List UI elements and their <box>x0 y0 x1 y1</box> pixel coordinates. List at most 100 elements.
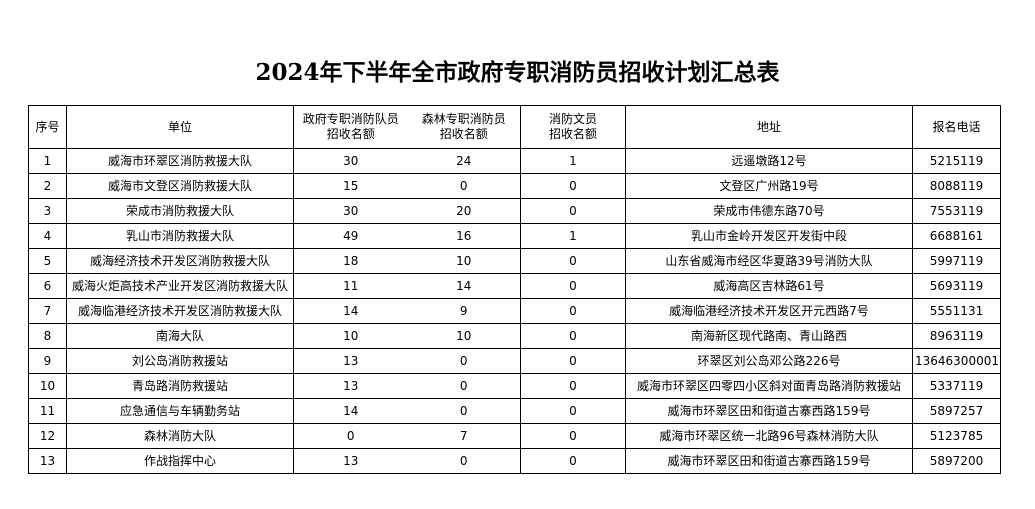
table-row: 2 威海市文登区消防救援大队 15 0 0 文登区广州路19号 8088119 <box>28 173 1001 199</box>
cell-forest-quota: 9 <box>407 298 521 324</box>
cell-clerk-quota: 1 <box>520 223 626 249</box>
cell-address: 威海市环翠区田和街道古寨西路159号 <box>625 398 913 424</box>
cell-address: 威海市环翠区统一北路96号森林消防大队 <box>625 423 913 449</box>
cell-unit: 威海临港经济技术开发区消防救援大队 <box>66 298 294 324</box>
cell-forest-quota: 16 <box>407 223 521 249</box>
cell-unit: 森林消防大队 <box>66 423 294 449</box>
header-address: 地址 <box>625 105 913 149</box>
cell-address: 威海市环翠区四零四小区斜对面青岛路消防救援站 <box>625 373 913 399</box>
cell-clerk-quota: 0 <box>520 248 626 274</box>
cell-gov-quota: 14 <box>293 298 408 324</box>
cell-address: 山东省威海市经区华夏路39号消防大队 <box>625 248 913 274</box>
cell-gov-quota: 10 <box>293 323 408 349</box>
cell-serial: 11 <box>28 398 67 424</box>
cell-unit: 威海经济技术开发区消防救援大队 <box>66 248 294 274</box>
cell-forest-quota: 0 <box>407 173 521 199</box>
cell-phone: 5997119 <box>912 248 1001 274</box>
cell-gov-quota: 0 <box>293 423 408 449</box>
cell-clerk-quota: 0 <box>520 373 626 399</box>
cell-gov-quota: 11 <box>293 273 408 299</box>
table-header-row: 序号 单位 政府专职消防队员 招收名额 森林专职消防员 招收名额 消防文员 招收… <box>28 105 1001 149</box>
cell-clerk-quota: 0 <box>520 298 626 324</box>
cell-serial: 6 <box>28 273 67 299</box>
cell-unit: 青岛路消防救援站 <box>66 373 294 399</box>
table-row: 10 青岛路消防救援站 13 0 0 威海市环翠区四零四小区斜对面青岛路消防救援… <box>28 373 1001 399</box>
cell-clerk-quota: 0 <box>520 273 626 299</box>
cell-address: 威海市环翠区田和街道古寨西路159号 <box>625 448 913 474</box>
cell-clerk-quota: 0 <box>520 423 626 449</box>
cell-gov-quota: 30 <box>293 198 408 224</box>
table-row: 13 作战指挥中心 13 0 0 威海市环翠区田和街道古寨西路159号 5897… <box>28 448 1001 474</box>
cell-gov-quota: 30 <box>293 148 408 174</box>
cell-address: 威海高区吉林路61号 <box>625 273 913 299</box>
cell-gov-quota: 15 <box>293 173 408 199</box>
cell-phone: 5123785 <box>912 423 1001 449</box>
header-forest-quota: 森林专职消防员 招收名额 <box>407 105 521 149</box>
cell-serial: 1 <box>28 148 67 174</box>
table-row: 1 威海市环翠区消防救援大队 30 24 1 远遥墩路12号 5215119 <box>28 148 1001 174</box>
cell-clerk-quota: 0 <box>520 348 626 374</box>
table-row: 5 威海经济技术开发区消防救援大队 18 10 0 山东省威海市经区华夏路39号… <box>28 248 1001 274</box>
cell-phone: 13646300001 <box>912 348 1001 374</box>
cell-phone: 5337119 <box>912 373 1001 399</box>
header-serial: 序号 <box>28 105 67 149</box>
header-phone: 报名电话 <box>912 105 1001 149</box>
cell-clerk-quota: 1 <box>520 148 626 174</box>
cell-unit: 南海大队 <box>66 323 294 349</box>
cell-phone: 8088119 <box>912 173 1001 199</box>
page-title: 2024年下半年全市政府专职消防员招收计划汇总表 <box>255 59 780 86</box>
cell-gov-quota: 13 <box>293 448 408 474</box>
cell-clerk-quota: 0 <box>520 448 626 474</box>
cell-forest-quota: 7 <box>407 423 521 449</box>
cell-forest-quota: 14 <box>407 273 521 299</box>
cell-clerk-quota: 0 <box>520 398 626 424</box>
recruitment-table: 序号 单位 政府专职消防队员 招收名额 森林专职消防员 招收名额 消防文员 招收… <box>28 105 1001 474</box>
cell-serial: 8 <box>28 323 67 349</box>
table-row: 3 荣成市消防救援大队 30 20 0 荣成市伟德东路70号 7553119 <box>28 198 1001 224</box>
cell-serial: 7 <box>28 298 67 324</box>
cell-phone: 5897257 <box>912 398 1001 424</box>
cell-address: 环翠区刘公岛邓公路226号 <box>625 348 913 374</box>
table-row: 7 威海临港经济技术开发区消防救援大队 14 9 0 威海临港经济技术开发区开元… <box>28 298 1001 324</box>
cell-clerk-quota: 0 <box>520 198 626 224</box>
cell-gov-quota: 14 <box>293 398 408 424</box>
cell-unit: 应急通信与车辆勤务站 <box>66 398 294 424</box>
cell-serial: 9 <box>28 348 67 374</box>
cell-serial: 5 <box>28 248 67 274</box>
cell-unit: 作战指挥中心 <box>66 448 294 474</box>
table-row: 8 南海大队 10 10 0 南海新区现代路南、青山路西 8963119 <box>28 323 1001 349</box>
table-row: 6 威海火炬高技术产业开发区消防救援大队 11 14 0 威海高区吉林路61号 … <box>28 273 1001 299</box>
cell-phone: 5897200 <box>912 448 1001 474</box>
table-row: 12 森林消防大队 0 7 0 威海市环翠区统一北路96号森林消防大队 5123… <box>28 423 1001 449</box>
cell-forest-quota: 24 <box>407 148 521 174</box>
cell-serial: 13 <box>28 448 67 474</box>
cell-gov-quota: 18 <box>293 248 408 274</box>
cell-clerk-quota: 0 <box>520 323 626 349</box>
cell-gov-quota: 13 <box>293 373 408 399</box>
cell-unit: 荣成市消防救援大队 <box>66 198 294 224</box>
header-clerk-quota: 消防文员 招收名额 <box>520 105 626 149</box>
cell-forest-quota: 10 <box>407 323 521 349</box>
cell-unit: 刘公岛消防救援站 <box>66 348 294 374</box>
cell-unit: 威海市文登区消防救援大队 <box>66 173 294 199</box>
cell-gov-quota: 13 <box>293 348 408 374</box>
cell-serial: 3 <box>28 198 67 224</box>
cell-gov-quota: 49 <box>293 223 408 249</box>
table-row: 11 应急通信与车辆勤务站 14 0 0 威海市环翠区田和街道古寨西路159号 … <box>28 398 1001 424</box>
cell-phone: 5551131 <box>912 298 1001 324</box>
cell-unit: 乳山市消防救援大队 <box>66 223 294 249</box>
cell-unit: 威海火炬高技术产业开发区消防救援大队 <box>66 273 294 299</box>
cell-phone: 8963119 <box>912 323 1001 349</box>
cell-phone: 6688161 <box>912 223 1001 249</box>
cell-address: 乳山市金岭开发区开发街中段 <box>625 223 913 249</box>
cell-address: 文登区广州路19号 <box>625 173 913 199</box>
cell-forest-quota: 0 <box>407 348 521 374</box>
cell-phone: 7553119 <box>912 198 1001 224</box>
cell-forest-quota: 0 <box>407 398 521 424</box>
cell-address: 远遥墩路12号 <box>625 148 913 174</box>
header-unit: 单位 <box>66 105 294 149</box>
cell-address: 荣成市伟德东路70号 <box>625 198 913 224</box>
cell-forest-quota: 0 <box>407 373 521 399</box>
cell-address: 威海临港经济技术开发区开元西路7号 <box>625 298 913 324</box>
